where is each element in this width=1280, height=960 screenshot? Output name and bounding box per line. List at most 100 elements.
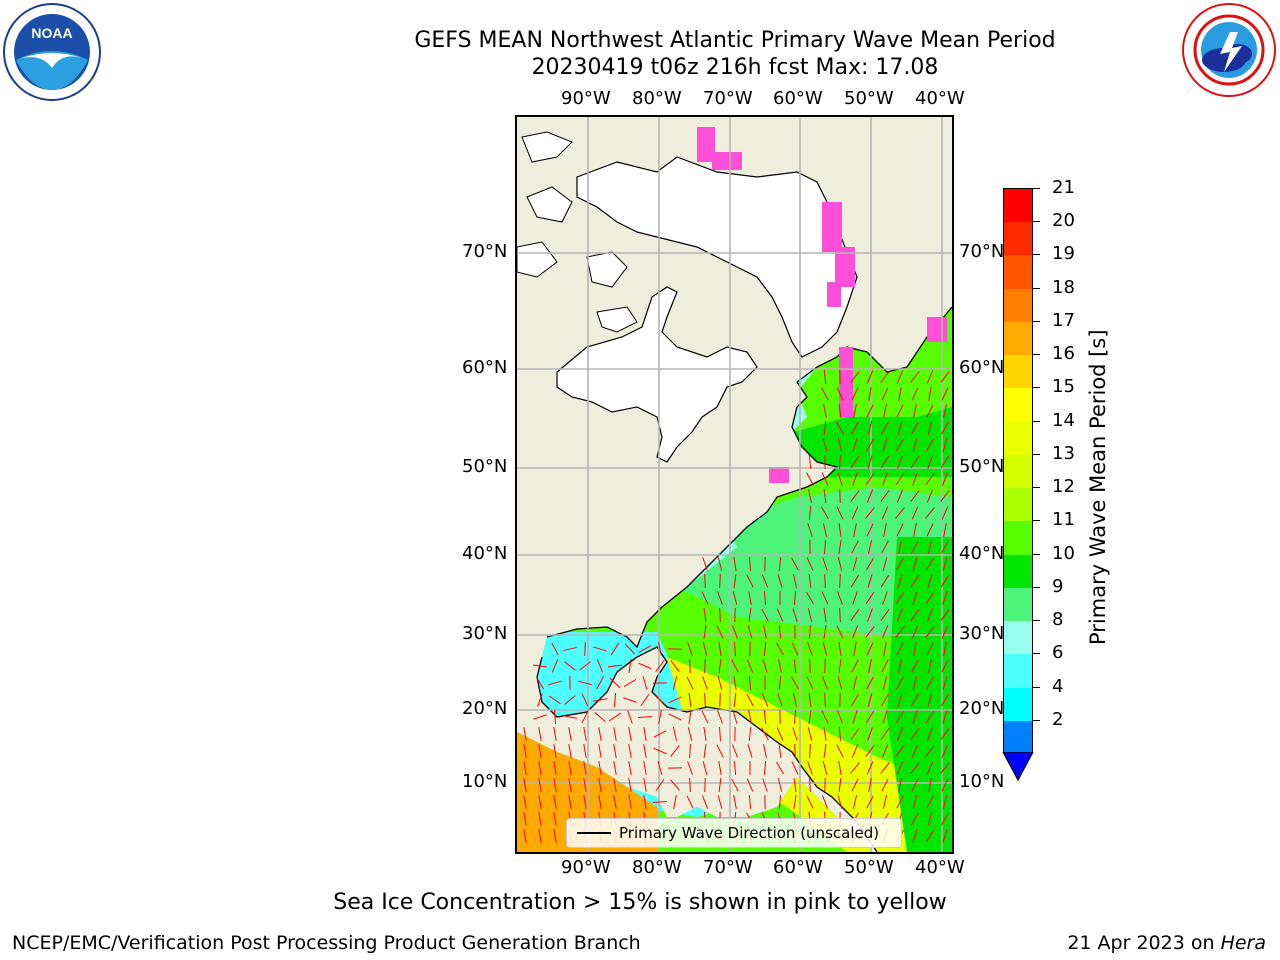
wave-arrow (807, 761, 813, 775)
wave-arrow (895, 472, 905, 486)
wave-arrow (623, 678, 637, 688)
wave-arrow (613, 744, 617, 758)
wave-arrow (911, 778, 919, 792)
wave-arrow (607, 664, 623, 668)
wave-arrow (523, 778, 527, 792)
wave-arrow (896, 557, 904, 571)
colorbar-tick-label: 15 (1052, 376, 1075, 398)
colorbar-bin (1004, 255, 1032, 290)
wave-arrow (564, 695, 576, 705)
wave-arrow (881, 625, 889, 639)
wave-arrow (942, 795, 948, 809)
wave-arrow (941, 778, 949, 792)
wave-arrow (596, 676, 604, 690)
wave-arrow (866, 761, 874, 775)
wave-arrow (942, 438, 948, 452)
wave-arrow (733, 557, 737, 571)
wave-arrow (791, 557, 799, 571)
wave-arrow (806, 676, 814, 690)
wave-arrow (763, 760, 767, 776)
wave-arrow (943, 404, 947, 418)
lat-label-right: 40°N (959, 543, 1005, 564)
lon-label-top: 50°W (844, 88, 894, 109)
colorbar-extend-triangle (1002, 752, 1034, 782)
lat-label-left: 50°N (462, 456, 508, 477)
wave-arrow (538, 812, 542, 826)
wave-arrow (910, 455, 920, 469)
wave-arrow (733, 760, 737, 776)
wave-arrow (913, 523, 917, 537)
wave-arrow (895, 507, 905, 519)
wave-arrow (538, 761, 542, 775)
wave-arrow (896, 404, 904, 418)
lon-label-bottom: 60°W (773, 857, 823, 878)
wave-arrow (568, 744, 572, 758)
wave-arrow (689, 743, 691, 759)
colorbar-tick (1033, 188, 1040, 189)
wave-arrow (911, 421, 919, 435)
wave-arrow (896, 523, 904, 537)
wave-arrow (551, 642, 559, 656)
wave-arrow (793, 590, 797, 606)
wave-arrow (821, 387, 829, 401)
wave-arrow (553, 744, 557, 758)
colorbar-tick-label: 9 (1052, 575, 1064, 597)
wave-arrow (865, 745, 875, 757)
wave-arrow (523, 744, 527, 758)
wave-arrow (608, 712, 622, 722)
wave-arrow (866, 676, 874, 690)
wave-arrow (717, 710, 723, 724)
wave-arrow (865, 591, 875, 605)
wave-arrow (928, 659, 932, 673)
wave-arrow (594, 712, 606, 722)
wave-arrow (763, 625, 767, 639)
wave-arrow (911, 387, 919, 401)
wave-arrow (733, 573, 737, 589)
wave-arrow (657, 642, 663, 656)
lat-label-right: 30°N (959, 623, 1005, 644)
wave-arrow (718, 777, 722, 793)
wave-arrow (747, 625, 753, 639)
wave-arrow (925, 591, 935, 605)
wave-arrow (943, 523, 947, 537)
wave-arrow (748, 710, 752, 724)
chart-subtitle: 20230419 t06z 216h fcst Max: 17.08 (531, 55, 939, 80)
wave-arrow (925, 507, 935, 519)
colorbar-tick-label: 14 (1052, 409, 1075, 431)
wave-arrow (911, 812, 919, 826)
colorbar-bin (1004, 222, 1032, 256)
wave-arrow (583, 778, 587, 792)
wave-arrow (839, 607, 841, 623)
wave-arrow (926, 642, 934, 656)
wave-arrow (657, 761, 663, 775)
wave-arrow (910, 490, 920, 502)
wave-arrow (761, 693, 769, 707)
wave-arrow (837, 795, 843, 809)
wave-arrow (809, 743, 811, 759)
wave-arrow (823, 607, 827, 623)
wave-arrow (896, 642, 904, 656)
wave-arrow (837, 676, 843, 690)
wave-arrow (837, 710, 843, 724)
wave-arrow (610, 642, 620, 656)
wave-arrow (867, 455, 873, 469)
colorbar-bin (1004, 355, 1032, 389)
wave-arrow (926, 489, 934, 503)
wave-arrow (686, 676, 694, 690)
wave-arrow (553, 795, 557, 809)
colorbar-tick-label: 11 (1052, 509, 1075, 531)
noaa-logo: NOAA (3, 3, 101, 101)
wave-arrow (912, 710, 918, 724)
wave-arrow (823, 404, 827, 418)
wave-arrow (898, 659, 902, 673)
wave-arrow (702, 761, 708, 775)
colorbar-bin (1004, 687, 1032, 722)
lon-label-bottom: 70°W (703, 857, 753, 878)
wave-arrow (642, 676, 648, 690)
wave-arrow (881, 387, 889, 401)
wave-arrow (883, 404, 887, 418)
wave-arrow (643, 761, 647, 775)
wave-arrow (853, 404, 857, 418)
wave-arrow (851, 387, 859, 401)
wave-arrow (717, 557, 723, 571)
